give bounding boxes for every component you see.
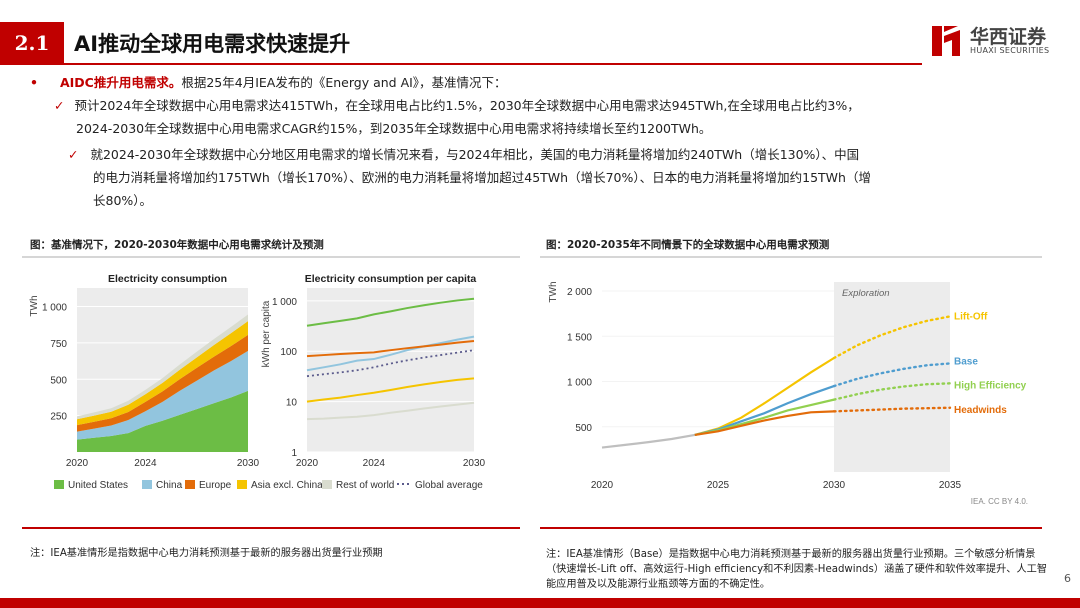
chart3-label-lift-off: Lift-Off — [954, 311, 988, 322]
right-figure-caption: 图：2020-2035年不同情景下的全球数据中心用电需求预测 — [546, 239, 830, 251]
legend-label-asia-excl-china: Asia excl. China — [251, 480, 323, 491]
logo-text-cn: 华西证券 — [970, 26, 1047, 48]
title-divider — [0, 63, 922, 65]
check-icon: ✓ — [68, 147, 79, 162]
logo-mark-icon — [932, 26, 960, 56]
left-figure-note: 注：IEA基准情形是指数据中心电力消耗预测基于最新的服务器出货量行业预期 — [30, 548, 383, 559]
legend-swatch-asia-excl-china — [237, 480, 247, 489]
legend-swatch-china — [142, 480, 152, 489]
point-1-text-a: 预计2024年全球数据中心用电需求达415TWh，在全球用电占比约1.5%，20… — [74, 98, 860, 113]
point-2-text-a: 就2024-2030年全球数据中心分地区用电需求的增长情况来看，与2024年相比… — [90, 147, 860, 162]
chart1-area-europe — [77, 334, 248, 432]
chart3-label-high-efficiency: High Efficiency — [954, 380, 1027, 391]
left-caption-rule — [22, 256, 520, 258]
company-logo: 华西证券 HUAXI SECURITIES — [930, 22, 1075, 62]
chart3-label-base: Base — [954, 356, 978, 367]
bottom-bar — [0, 598, 1080, 608]
left-note-rule — [22, 527, 520, 529]
chart3-ytick-label: 1 000 — [567, 378, 592, 389]
chart3-line-base — [694, 385, 835, 436]
chart1-area-china — [77, 350, 248, 440]
chart1-title: Electricity consumption — [108, 273, 227, 285]
chart3-line-lift-off — [694, 357, 835, 436]
chart2-ytick-label: 1 000 — [272, 297, 297, 308]
chart3-source: IEA. CC BY 4.0. — [971, 497, 1028, 506]
chart1-ytick-label: 1 000 — [42, 303, 67, 314]
chart2-xtick-label: 2020 — [296, 458, 319, 469]
chart3-ytick-label: 2 000 — [567, 287, 592, 298]
chart3-xtick-label: 2030 — [823, 480, 846, 491]
chart3-history-line — [601, 433, 695, 449]
chart3-ytick-label: 1 500 — [567, 332, 592, 343]
chart3-exploration-region — [834, 282, 950, 472]
intro-rest: 根据25年4月IEA发布的《Energy and AI》，基准情况下： — [181, 75, 507, 90]
chart3-exploration-label: Exploration — [842, 288, 890, 299]
chart1-xtick-label: 2024 — [134, 458, 157, 469]
left-figure-caption: 图：基准情况下，2020-2030年数据中心用电需求统计及预测 — [30, 239, 324, 251]
point-1-line-1: ✓ 预计2024年全球数据中心用电需求达415TWh，在全球用电占比约1.5%，… — [54, 95, 860, 116]
legend-label-china: China — [156, 480, 183, 491]
chart2-line-asia-excl-china — [306, 377, 475, 403]
chart1-ytick-label: 750 — [50, 339, 67, 350]
chart1-ylabel: TWh — [29, 295, 40, 316]
legend-label-europe: Europe — [199, 480, 232, 491]
legend-label-global-average: Global average — [415, 480, 483, 491]
section-number: 2.1 — [0, 22, 64, 64]
chart2-ytick-label: 10 — [286, 398, 298, 409]
chart2-line-united-states — [306, 297, 475, 327]
intro-lead: AIDC推升用电需求。 — [59, 75, 182, 90]
right-chart-panel: Exploration TWh 500 1 000 1 500 2 000 2020 2025… — [548, 281, 1028, 506]
legend-label-united-states: United States — [68, 480, 128, 491]
chart3-projection-lift-off — [832, 315, 952, 360]
page-title: AI推动全球用电需求快速提升 — [74, 32, 351, 56]
right-caption-rule — [540, 256, 1042, 258]
chart1-ytick-label: 250 — [50, 412, 67, 423]
chart3-ylabel: TWh — [548, 281, 559, 302]
chart1-xtick-label: 2030 — [237, 458, 260, 469]
chart3-label-headwinds: Headwinds — [954, 405, 1007, 416]
chart3-line-headwinds — [694, 410, 835, 436]
chart1-xtick-label: 2020 — [66, 458, 89, 469]
point-2-line-2: 的电力消耗量将增加约175TWh（增长170%）、欧洲的电力消耗量将增加超过45… — [93, 170, 871, 185]
legend-swatch-united-states — [54, 480, 64, 489]
chart2-line-europe — [306, 339, 475, 358]
legend-swatch-europe — [185, 480, 195, 489]
chart1-area-united-states — [77, 390, 248, 452]
chart1-ytick-label: 500 — [50, 375, 67, 386]
point-1-line-2: 2024-2030年全球数据中心用电需求CAGR约15%，到2035年全球数据中… — [76, 121, 712, 136]
legend-swatch-rest-of-world — [322, 480, 332, 489]
chart2-ytick-label: 1 — [291, 448, 297, 459]
check-icon: ✓ — [54, 98, 65, 113]
chart2-line-global-average — [306, 349, 475, 378]
chart2-line-china — [306, 335, 475, 372]
chart3-xtick-label: 2025 — [707, 480, 730, 491]
chart2-xtick-label: 2030 — [463, 458, 486, 469]
right-note-rule — [540, 527, 1042, 529]
chart3-projection-base — [832, 362, 952, 388]
intro-paragraph: • AIDC推升用电需求。根据25年4月IEA发布的《Energy and AI… — [30, 72, 507, 93]
logo-text-en: HUAXI SECURITIES — [970, 46, 1050, 55]
chart2-line-rest-of-world — [306, 401, 475, 421]
chart2-xtick-label: 2024 — [363, 458, 386, 469]
legend-label-rest-of-world: Rest of world — [336, 480, 394, 491]
chart3-xtick-label: 2020 — [591, 480, 614, 491]
right-figure-note: 注：IEA基准情形（Base）是指数据中心电力消耗预测基于最新的服务器出货量行业… — [546, 549, 1048, 590]
page-number: 6 — [1064, 572, 1071, 585]
chart3-xtick-label: 2035 — [939, 480, 962, 491]
chart2-title: Electricity consumption per capita — [305, 273, 477, 285]
chart3-projection-high-efficiency — [832, 382, 952, 401]
bullet-icon: • — [30, 75, 38, 90]
point-2-line-3: 长80%）。 — [93, 193, 153, 208]
chart2-ytick-label: 100 — [280, 347, 297, 358]
chart2-ylabel: kWh per capita — [261, 300, 272, 367]
chart3-ytick-label: 500 — [575, 423, 592, 434]
point-2-line-1: ✓ 就2024-2030年全球数据中心分地区用电需求的增长情况来看，与2024年… — [68, 144, 859, 165]
chart2-plot-bg — [307, 288, 474, 452]
left-chart-panel: Electricity consumption TWh 250 500 750 1 000… — [29, 273, 486, 491]
